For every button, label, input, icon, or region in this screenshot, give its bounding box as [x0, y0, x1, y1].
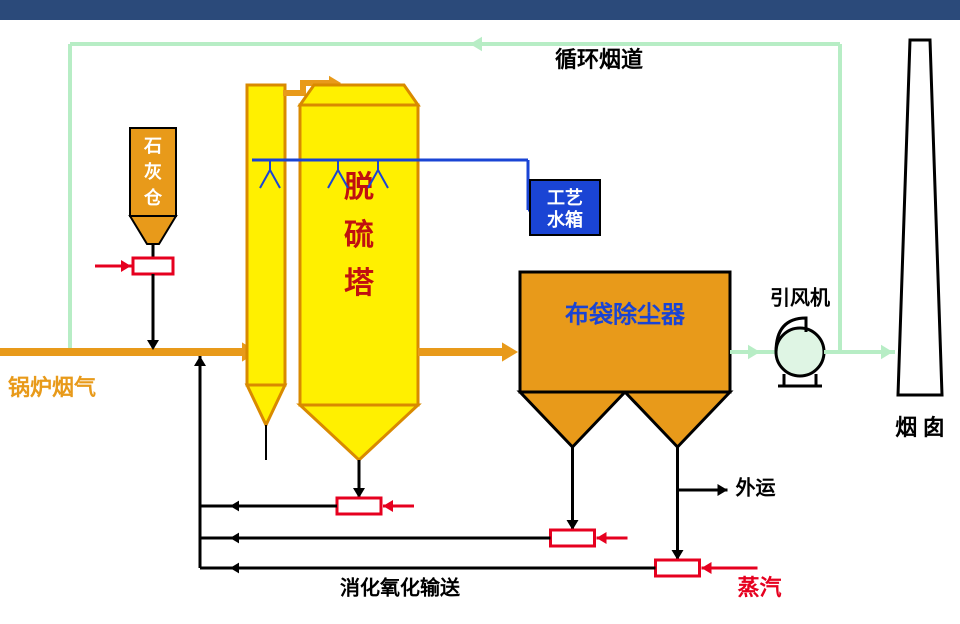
svg-text:烟 囱: 烟 囱	[895, 415, 945, 440]
process-flow-diagram: 循环烟道锅炉烟气石灰仓脱硫塔工艺水箱布袋除尘器引风机烟 囱外运蒸汽消化氧化输送	[0, 0, 960, 624]
svg-text:引风机: 引风机	[770, 286, 830, 310]
svg-text:布袋除尘器: 布袋除尘器	[565, 301, 686, 329]
svg-text:塔: 塔	[344, 267, 375, 300]
svg-text:灰: 灰	[144, 161, 162, 182]
svg-text:消化氧化输送: 消化氧化输送	[340, 576, 461, 600]
svg-text:外运: 外运	[736, 476, 776, 500]
svg-text:石: 石	[143, 136, 162, 156]
svg-text:工艺: 工艺	[547, 187, 583, 208]
svg-text:水箱: 水箱	[547, 209, 583, 230]
svg-text:循环烟道: 循环烟道	[555, 47, 643, 72]
svg-text:仓: 仓	[143, 187, 163, 208]
svg-text:硫: 硫	[344, 218, 374, 252]
svg-text:蒸汽: 蒸汽	[738, 575, 782, 600]
svg-text:锅炉烟气: 锅炉烟气	[8, 375, 96, 400]
